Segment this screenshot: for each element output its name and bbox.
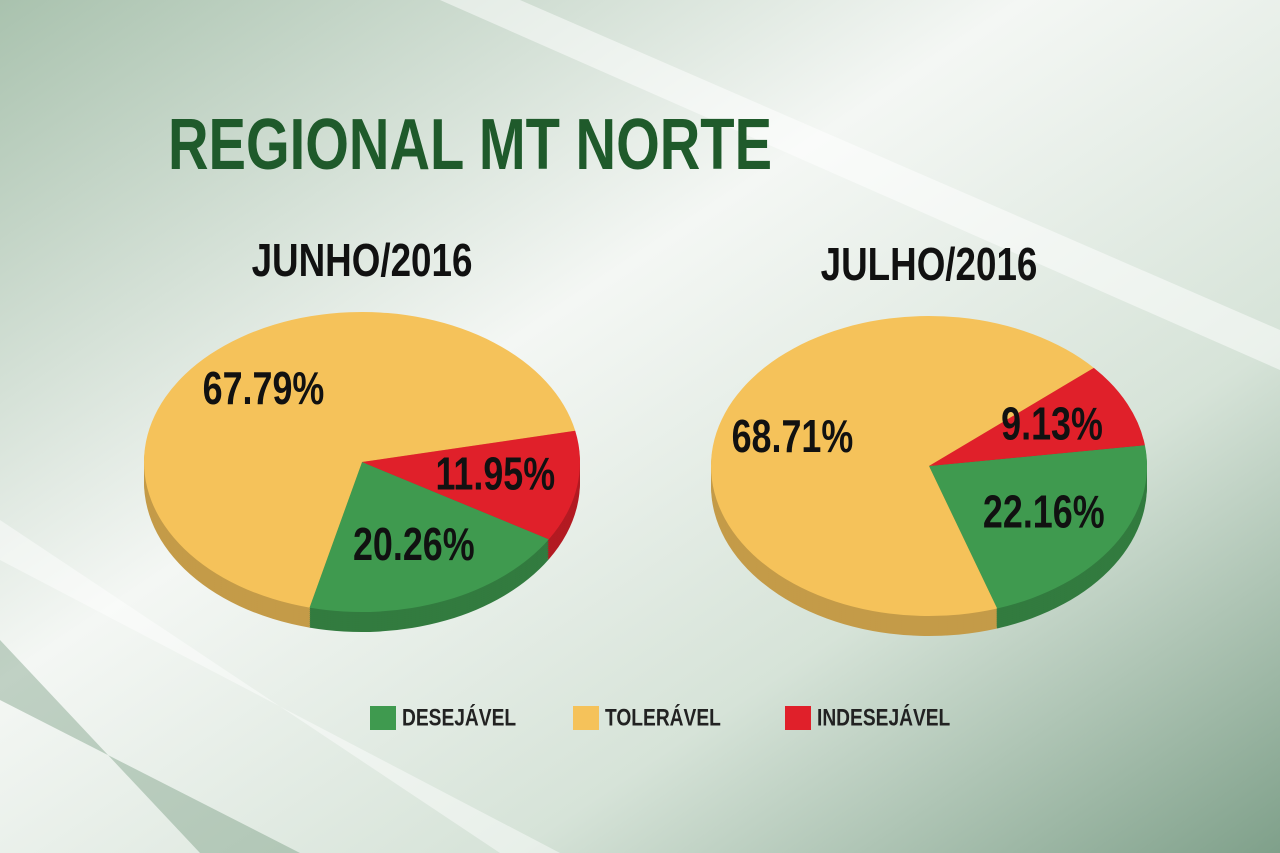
chart-title: REGIONAL MT NORTE	[168, 104, 772, 184]
value-label: 67.79%	[203, 363, 325, 414]
legend-label: DESEJÁVEL	[402, 703, 516, 731]
value-label: 68.71%	[732, 411, 854, 462]
pie-title-group: JUNHO/2016	[252, 234, 473, 286]
legend-label: TOLERÁVEL	[605, 703, 721, 731]
value-label-group: 22.16%	[983, 486, 1105, 537]
light-streak	[440, 0, 1280, 370]
value-label-group: 67.79%	[203, 363, 325, 414]
pie-title: JULHO/2016	[821, 238, 1038, 290]
legend-swatch	[370, 706, 396, 730]
pie-title-group: JULHO/2016	[821, 238, 1038, 290]
title-group: REGIONAL MT NORTE	[168, 104, 772, 184]
legend-label-group: INDESEJÁVEL	[817, 703, 950, 731]
value-label: 9.13%	[1001, 398, 1103, 449]
slice	[309, 462, 549, 612]
slice	[929, 445, 1147, 609]
value-label-group: 11.95%	[435, 448, 555, 499]
slice	[710, 316, 1094, 616]
slice	[929, 367, 1145, 466]
slice	[144, 311, 576, 608]
value-label-group: 9.13%	[1001, 398, 1103, 449]
value-label: 11.95%	[435, 448, 555, 499]
legend-label: INDESEJÁVEL	[817, 703, 950, 731]
legend-label-group: DESEJÁVEL	[402, 703, 516, 731]
value-label-group: 68.71%	[732, 411, 854, 462]
legend-label-group: TOLERÁVEL	[605, 703, 721, 731]
legend-swatch	[785, 706, 811, 730]
slice	[362, 430, 581, 540]
legend-swatch	[573, 706, 599, 730]
value-label: 20.26%	[353, 519, 475, 570]
value-label: 22.16%	[983, 486, 1105, 537]
pie-title: JUNHO/2016	[252, 234, 473, 286]
value-label-group: 20.26%	[353, 519, 475, 570]
